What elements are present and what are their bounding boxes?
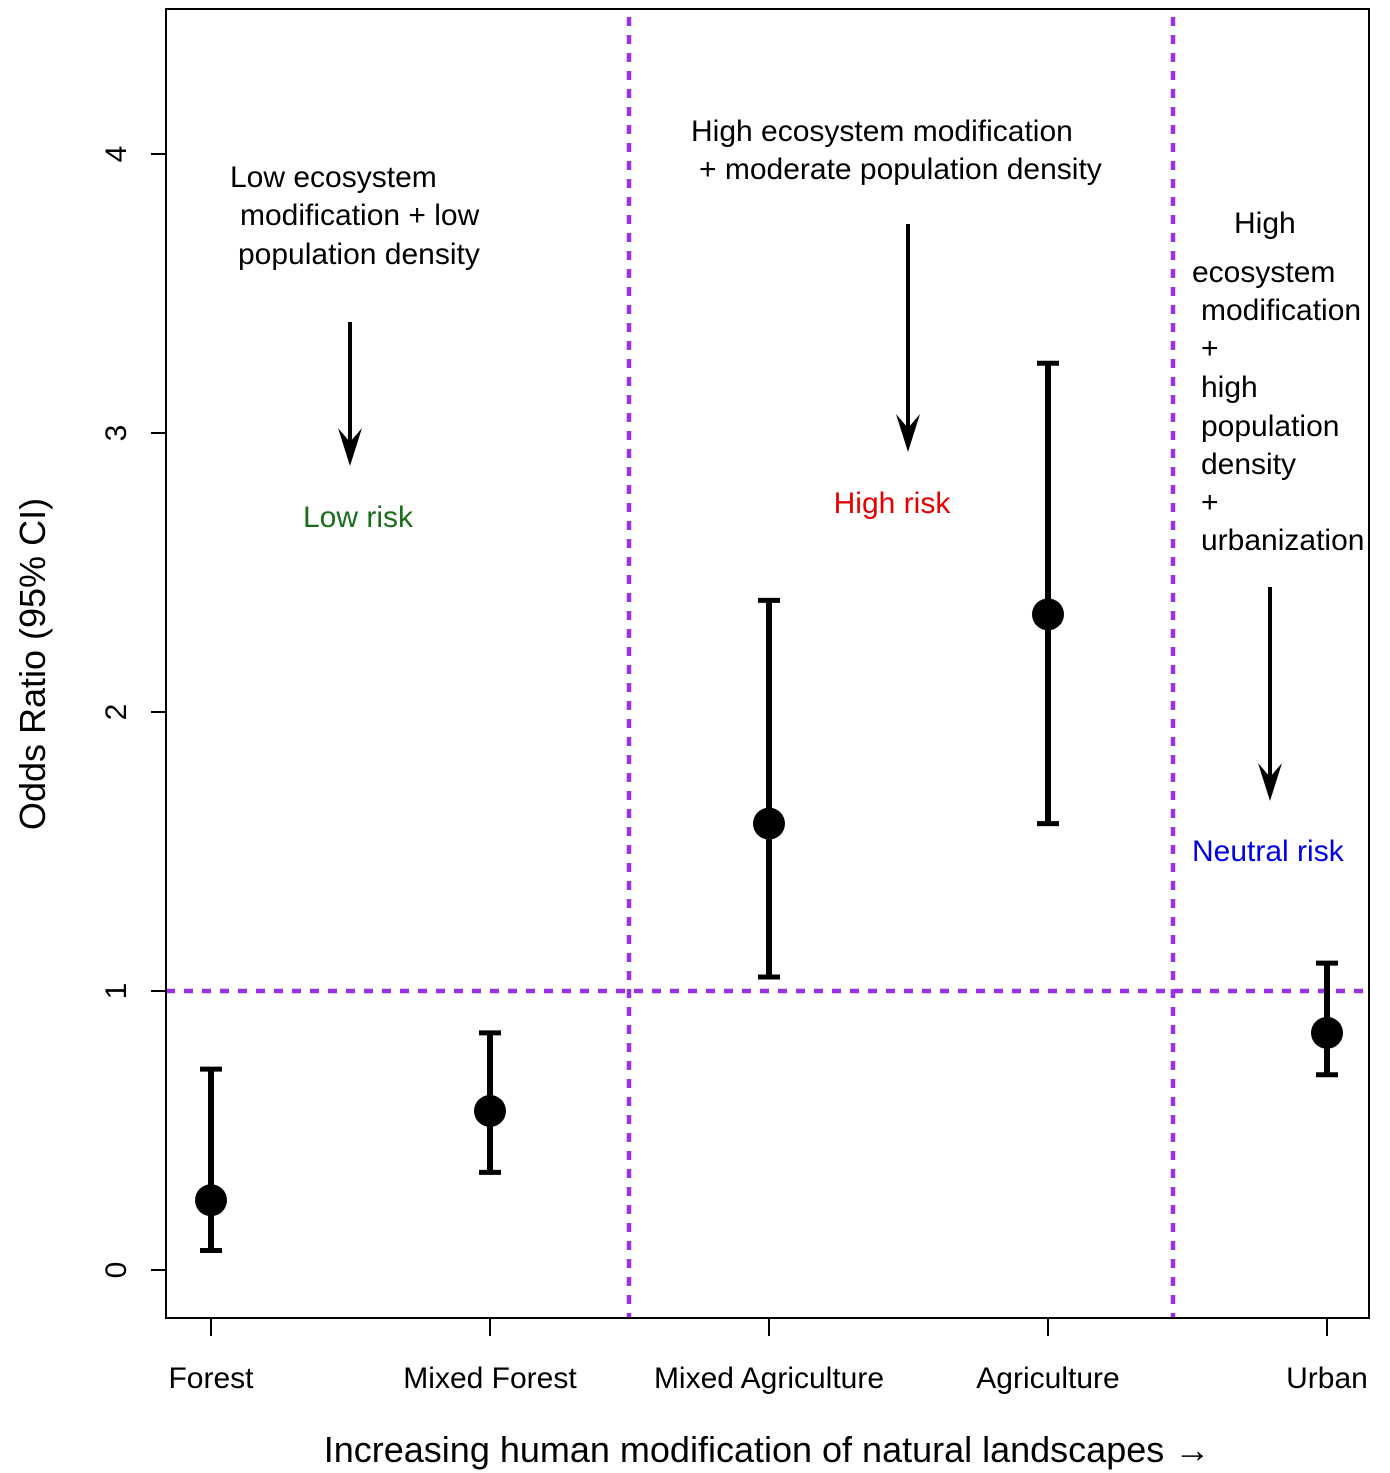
x-tick-label-5: Urban <box>1286 1362 1368 1395</box>
y-axis-title: Odds Ratio (95% CI) <box>12 498 53 830</box>
risk-label-3: Neutral risk <box>1192 835 1345 868</box>
y-tick-label-1: 1 <box>100 983 133 1000</box>
region-2-text-line-1: High ecosystem modification <box>691 115 1073 148</box>
region-3-text-line-4: + <box>1201 332 1219 365</box>
reference-lines-layer <box>166 17 1369 1318</box>
x-tick-label-1: Forest <box>168 1362 254 1395</box>
region-annotation-3: High ecosystem modification + high population… <box>1192 207 1364 868</box>
estimate-group-2 <box>474 1030 506 1175</box>
region-3-text-line-7: density <box>1201 448 1296 481</box>
x-tick-label-4: Agriculture <box>976 1362 1119 1395</box>
x-tick-label-2: Mixed Forest <box>403 1362 577 1395</box>
x-tick-label-3: Mixed Agriculture <box>654 1362 884 1395</box>
estimate-group-1 <box>195 1066 227 1253</box>
region-1-text-line-1: Low ecosystem <box>230 161 437 194</box>
y-tick-label-0: 0 <box>100 1262 133 1279</box>
point-estimate-5 <box>1311 1016 1343 1049</box>
estimate-group-5 <box>1311 960 1343 1078</box>
region-3-text-line-3: modification <box>1201 294 1361 327</box>
region-1-text-line-3: population density <box>238 238 480 271</box>
down-arrow-2-head <box>896 414 920 452</box>
point-estimate-3 <box>753 807 785 840</box>
region-3-text-line-1: High <box>1234 207 1296 240</box>
region-3-text-line-2: ecosystem <box>1192 256 1335 289</box>
point-estimate-2 <box>474 1094 506 1127</box>
estimate-group-4 <box>1032 360 1064 827</box>
risk-label-2: High risk <box>834 487 952 520</box>
region-3-text-line-9: urbanization <box>1201 524 1364 557</box>
y-tick-label-4: 4 <box>100 146 133 163</box>
annotations-layer: Low ecosystem modification + low populatio… <box>230 115 1364 868</box>
region-annotation-1: Low ecosystem modification + low populatio… <box>230 161 480 534</box>
region-3-text-line-8: + <box>1201 486 1219 519</box>
data-marks-layer <box>195 360 1343 1253</box>
risk-label-1: Low risk <box>303 501 414 534</box>
plot-frame <box>165 8 1370 1319</box>
region-1-text-line-2: modification + low <box>240 199 480 232</box>
region-annotation-2: High ecosystem modification + moderate po… <box>691 115 1102 520</box>
point-estimate-4 <box>1032 598 1064 631</box>
axes-layer: 0 1 2 3 4 Forest Mixed Forest Mixed Agriculture… <box>100 146 1368 1395</box>
down-arrow-1-head <box>338 428 362 466</box>
region-3-text-line-5: high <box>1201 371 1258 404</box>
down-arrow-3-head <box>1258 763 1282 801</box>
y-tick-label-3: 3 <box>100 425 133 442</box>
y-tick-label-2: 2 <box>100 704 133 721</box>
estimate-group-3 <box>753 597 785 980</box>
region-2-text-line-2: + moderate population density <box>699 153 1102 186</box>
region-3-text-line-6: population <box>1201 410 1339 443</box>
x-axis-title: Increasing human modification of natural… <box>324 1429 1211 1470</box>
point-estimate-1 <box>195 1184 227 1217</box>
